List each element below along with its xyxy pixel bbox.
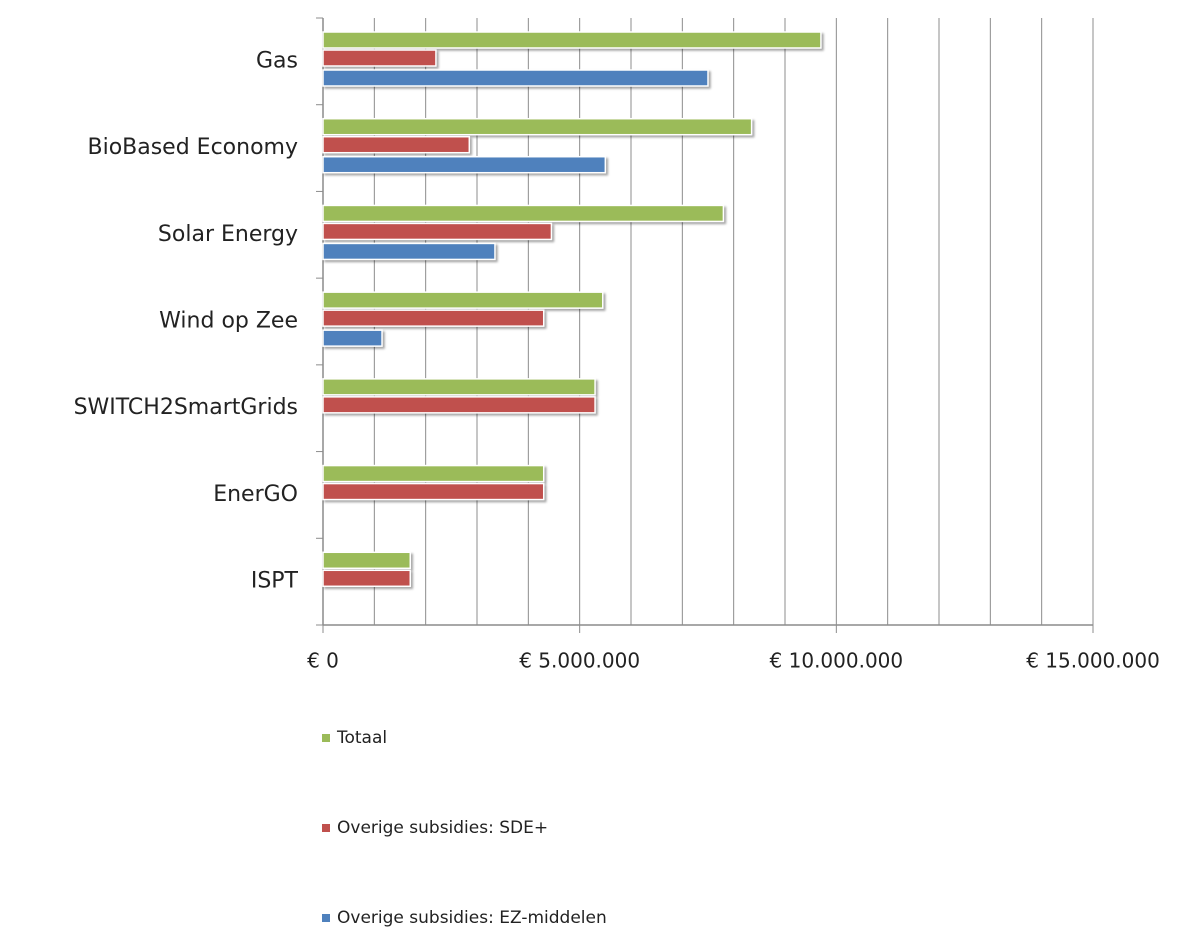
bar xyxy=(322,117,753,136)
x-tick-label: € 10.000.000 xyxy=(770,649,904,673)
bar xyxy=(322,396,596,414)
bar xyxy=(322,464,545,483)
bar xyxy=(322,291,604,309)
bar xyxy=(322,569,412,588)
legend-swatch xyxy=(322,734,330,742)
bar xyxy=(322,49,437,67)
bar xyxy=(322,551,412,570)
category-label: SWITCH2SmartGrids xyxy=(74,395,298,420)
bar xyxy=(322,242,496,261)
bar xyxy=(322,69,709,87)
category-label: Wind op Zee xyxy=(159,309,298,334)
category-label: Gas xyxy=(256,48,298,73)
x-tick-label: € 15.000.000 xyxy=(1026,649,1160,673)
category-label: ISPT xyxy=(251,569,299,594)
bar xyxy=(322,155,607,174)
bar xyxy=(322,222,553,241)
bar xyxy=(322,482,545,501)
category-label: BioBased Economy xyxy=(87,135,298,160)
legend-swatch xyxy=(322,824,330,832)
category-label: Solar Energy xyxy=(158,222,298,247)
bar xyxy=(322,329,383,347)
bar xyxy=(322,31,822,49)
legend-label: Overige subsidies: EZ-middelen xyxy=(337,908,607,927)
legend-label: Overige subsidies: SDE+ xyxy=(337,818,548,838)
legend-label: Totaal xyxy=(336,728,387,748)
bar xyxy=(322,378,596,396)
legend-swatch xyxy=(322,914,330,922)
bar xyxy=(322,309,545,327)
x-tick-label: € 5.000.000 xyxy=(519,649,640,673)
bar xyxy=(322,204,725,223)
x-tick-label: € 0 xyxy=(307,649,339,673)
category-label: EnerGO xyxy=(213,482,298,507)
bar xyxy=(322,135,471,154)
